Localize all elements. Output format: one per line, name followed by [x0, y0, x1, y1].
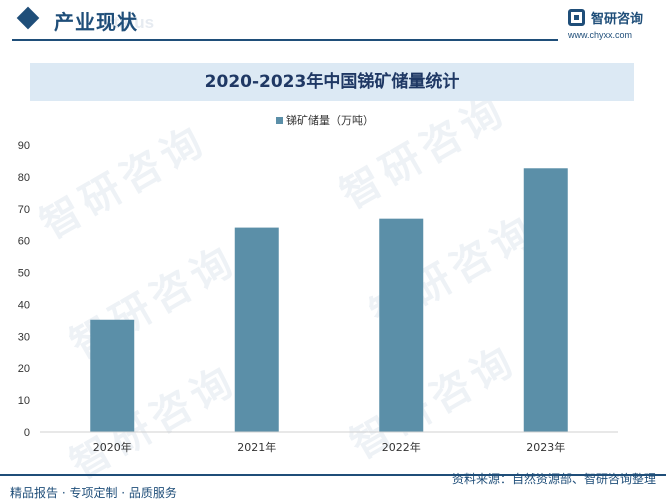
chart-title: 2020-2023年中国锑矿储量统计	[204, 72, 460, 92]
y-axis: 0 10 20 30 40 50 60 70 80 90	[18, 140, 30, 439]
bar	[523, 168, 568, 433]
bars	[90, 168, 568, 433]
y-tick-label: 90	[18, 140, 30, 152]
bar	[379, 218, 424, 432]
bar	[90, 319, 135, 432]
y-tick-label: 0	[24, 427, 30, 439]
y-tick-label: 60	[18, 236, 30, 248]
y-tick-label: 40	[18, 299, 30, 311]
brand-logo: 智研咨询 www.chyxx.com	[568, 8, 664, 42]
page-header: status 产业现状	[0, 0, 666, 44]
section-title: 产业现状	[54, 10, 138, 34]
y-tick-label: 80	[18, 172, 30, 184]
y-tick-label: 10	[18, 395, 30, 407]
footer-source: 资料来源：自然资源部、智研咨询整理	[451, 472, 656, 486]
x-tick-label: 2023年	[526, 440, 565, 454]
footer-tagline: 精品报告 · 专项定制 · 品质服务	[10, 486, 177, 500]
x-axis: 2020年 2021年 2022年 2023年	[40, 431, 618, 454]
y-tick-label: 70	[18, 204, 30, 216]
bar	[234, 227, 279, 432]
x-tick-label: 2021年	[237, 440, 276, 454]
brand-name: 智研咨询	[591, 12, 644, 27]
y-tick-label: 50	[18, 268, 30, 280]
header-divider	[12, 39, 558, 41]
brand-url: www.chyxx.com	[568, 30, 633, 40]
legend-label: 锑矿储量（万吨）	[286, 114, 374, 127]
section-subtitle: status	[104, 13, 155, 32]
y-tick-label: 20	[18, 363, 30, 375]
legend-swatch	[276, 117, 283, 124]
x-tick-label: 2022年	[382, 440, 421, 454]
y-tick-label: 30	[18, 331, 30, 343]
brand-mark-icon	[568, 9, 585, 26]
footer-divider	[0, 474, 666, 476]
chart-title-band: 2020-2023年中国锑矿储量统计	[30, 63, 634, 101]
x-tick-label: 2020年	[93, 440, 132, 454]
